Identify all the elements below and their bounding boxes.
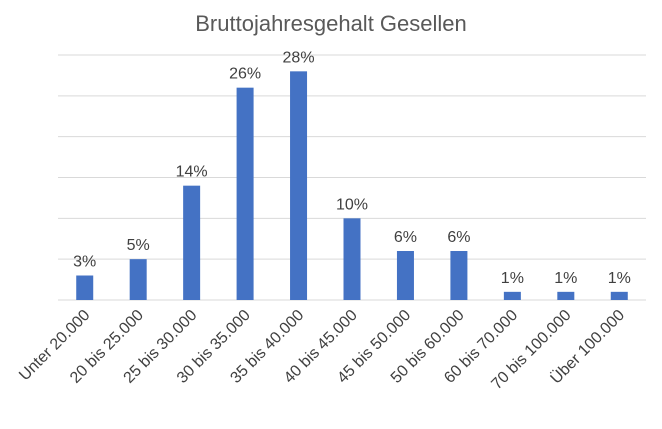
bar — [236, 87, 254, 301]
data-label: 5% — [127, 237, 150, 254]
bar — [503, 291, 521, 300]
bar — [290, 71, 308, 300]
bars — [76, 71, 628, 301]
bar — [76, 275, 94, 300]
data-label: 1% — [501, 270, 524, 287]
data-label: 26% — [229, 66, 261, 83]
chart-title: Bruttojahresgehalt Gesellen — [195, 11, 467, 36]
bar — [557, 291, 575, 300]
bar — [450, 251, 468, 300]
data-label: 1% — [608, 270, 631, 287]
bar — [396, 251, 414, 300]
data-label: 14% — [176, 164, 208, 181]
bar — [129, 259, 147, 300]
bar — [343, 218, 361, 300]
data-labels: 3% 5% 14% 26% 28% 10% 6% 6% 1% 1% 1% — [73, 49, 631, 287]
data-label: 10% — [336, 196, 368, 213]
data-label: 28% — [283, 49, 315, 66]
bar — [183, 185, 201, 300]
data-label: 3% — [73, 254, 96, 271]
data-label: 6% — [394, 229, 417, 246]
data-label: 6% — [447, 229, 470, 246]
data-label: 1% — [554, 270, 577, 287]
bar — [610, 291, 628, 300]
